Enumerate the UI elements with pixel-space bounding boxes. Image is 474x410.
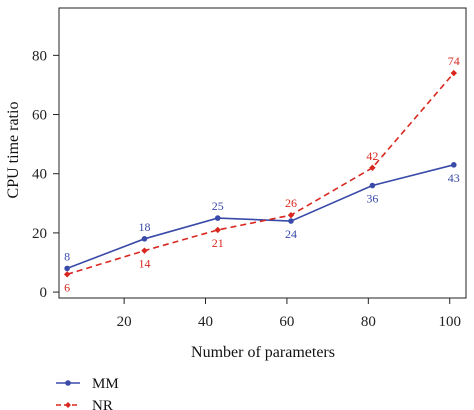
data-point-nr [287,211,295,219]
data-point-nr [141,247,148,254]
y-tick-label: 80 [32,48,47,64]
plot-frame [58,7,467,299]
legend-marker-nr [65,402,71,408]
data-point-nr [214,226,221,234]
y-tick-label: 60 [32,108,47,124]
legend-label-nr: NR [92,398,113,410]
series-layer [63,69,457,278]
data-label-nr: 14 [138,257,150,271]
data-point-mm [214,215,221,221]
x-tick-label: 60 [279,314,294,330]
data-point-nr [369,164,376,171]
y-tick-label: 20 [32,226,47,242]
y-axis-title: CPU time ratio [5,102,22,199]
plot-border [58,7,467,299]
y-axis: 0 20 40 60 80 [32,48,59,301]
data-labels: 8 18 25 24 36 43 6 14 21 26 42 74 [64,54,460,294]
x-tick-label: 100 [438,314,461,330]
legend-item-mm: MM [56,376,119,392]
y-tick-label: 40 [32,167,47,183]
x-tick-label: 40 [198,314,213,330]
series-line-mm [66,164,454,270]
data-label-nr: 6 [64,280,70,294]
data-label-mm: 24 [285,227,297,241]
legend-label-mm: MM [92,376,119,392]
data-label-nr: 26 [285,196,297,210]
data-label-mm: 25 [212,199,224,213]
data-label-mm: 36 [366,192,378,206]
series-line-nr [66,72,455,276]
legend-marker-mm [65,380,71,386]
data-label-mm: 8 [64,249,70,263]
data-point-mm [450,162,457,168]
y-tick-label: 0 [40,285,48,301]
data-label-nr: 74 [448,54,460,68]
data-label-nr: 21 [212,236,224,250]
data-label-mm: 18 [138,220,150,234]
data-point-nr [450,69,457,77]
data-point-mm [141,236,148,242]
legend-item-nr: NR [56,398,113,410]
data-point-mm [64,265,70,272]
x-axis: 20 40 60 80 100 [117,298,461,330]
data-point-nr [63,271,71,278]
x-tick-label: 20 [117,314,132,330]
legend: MM NR [56,376,119,410]
data-label-mm: 43 [448,171,460,185]
data-point-mm [288,218,294,224]
x-tick-label: 80 [361,314,376,330]
x-axis-title: Number of parameters [191,344,335,361]
data-point-mm [369,182,376,189]
data-label-nr: 42 [366,149,378,163]
